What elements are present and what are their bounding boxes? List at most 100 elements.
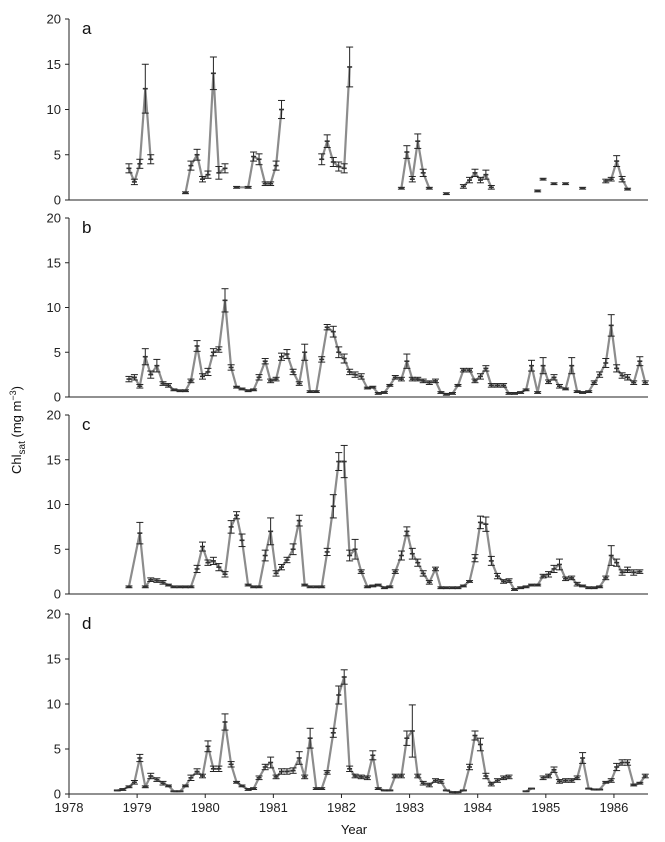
panel-letter: b <box>82 218 91 237</box>
series-line <box>236 109 283 189</box>
data-point <box>602 358 610 368</box>
data-point <box>493 383 501 388</box>
y-tick-label: 15 <box>47 57 61 72</box>
data-point <box>141 585 149 589</box>
data-point <box>539 573 547 579</box>
data-point <box>539 775 547 781</box>
data-point <box>386 789 394 792</box>
data-point <box>141 63 149 114</box>
data-point <box>630 380 638 385</box>
data-point <box>346 549 354 562</box>
data-point <box>323 134 331 149</box>
data-point <box>136 521 144 545</box>
data-point <box>442 192 450 196</box>
data-point <box>244 788 252 791</box>
panel-letter: d <box>82 614 91 633</box>
data-point <box>272 570 280 577</box>
data-point <box>641 380 649 385</box>
data-point <box>301 583 309 587</box>
data-point <box>227 364 235 371</box>
data-point <box>153 578 161 583</box>
data-point <box>539 177 547 181</box>
data-point <box>278 352 286 361</box>
data-point <box>215 765 223 772</box>
data-point <box>482 365 490 372</box>
data-point <box>573 581 581 587</box>
data-point <box>250 787 258 790</box>
data-point <box>340 669 348 685</box>
data-point <box>323 770 331 775</box>
data-point <box>176 790 184 793</box>
data-point <box>147 772 155 780</box>
data-point <box>596 371 604 378</box>
y-tick-label: 10 <box>47 497 61 512</box>
data-point <box>579 186 587 190</box>
x-tick-label: 1984 <box>463 800 492 815</box>
y-tick-label: 20 <box>47 607 61 622</box>
data-point <box>233 185 241 189</box>
y-tick-label: 10 <box>47 300 61 315</box>
data-point <box>555 383 563 389</box>
data-point <box>573 775 581 781</box>
data-point <box>613 558 621 567</box>
data-point <box>636 781 644 785</box>
data-point <box>500 579 508 584</box>
data-point <box>283 556 291 564</box>
data-point <box>624 374 632 381</box>
data-point <box>630 783 638 787</box>
data-point <box>459 367 467 373</box>
data-point <box>493 572 501 580</box>
data-point <box>408 175 416 183</box>
data-point <box>590 380 598 385</box>
data-point <box>522 388 530 392</box>
data-point <box>357 774 365 780</box>
data-point <box>534 189 542 193</box>
data-point <box>199 773 207 779</box>
y-tick-label: 20 <box>47 211 61 226</box>
data-point <box>136 753 144 763</box>
data-point <box>335 685 343 705</box>
data-point <box>357 569 365 574</box>
data-point <box>289 767 297 774</box>
data-point <box>204 740 212 753</box>
data-point <box>550 766 558 773</box>
data-point <box>437 391 445 394</box>
data-point <box>193 564 201 574</box>
data-point <box>562 387 570 391</box>
data-point <box>397 550 405 561</box>
data-point <box>261 181 269 187</box>
data-point <box>618 175 626 183</box>
data-point <box>414 558 422 567</box>
data-point <box>636 356 644 367</box>
data-point <box>209 765 217 772</box>
data-point <box>283 349 291 360</box>
data-point <box>641 773 649 779</box>
data-point <box>125 785 133 789</box>
data-point <box>369 750 377 761</box>
data-point <box>454 383 462 387</box>
data-point <box>164 383 172 388</box>
data-point <box>261 549 269 562</box>
x-tick-label: 1986 <box>599 800 628 815</box>
data-point <box>568 575 576 581</box>
data-point <box>482 169 490 180</box>
data-point <box>568 778 576 783</box>
data-point <box>255 585 263 589</box>
data-point <box>466 763 474 771</box>
y-tick-label: 10 <box>47 102 61 117</box>
data-point <box>301 774 309 780</box>
data-point <box>607 778 615 783</box>
data-point <box>431 778 439 783</box>
panel-b: 0 5 10 15 20 b <box>47 211 649 405</box>
data-point <box>528 787 536 790</box>
data-point <box>209 348 217 357</box>
data-point <box>414 773 422 779</box>
data-point <box>555 779 563 784</box>
data-point <box>607 176 615 182</box>
x-tick-label: 1979 <box>123 800 152 815</box>
data-point <box>250 151 258 162</box>
y-tick-label: 0 <box>54 390 61 405</box>
data-point <box>250 388 258 392</box>
data-point <box>255 374 263 381</box>
data-point <box>335 346 343 359</box>
